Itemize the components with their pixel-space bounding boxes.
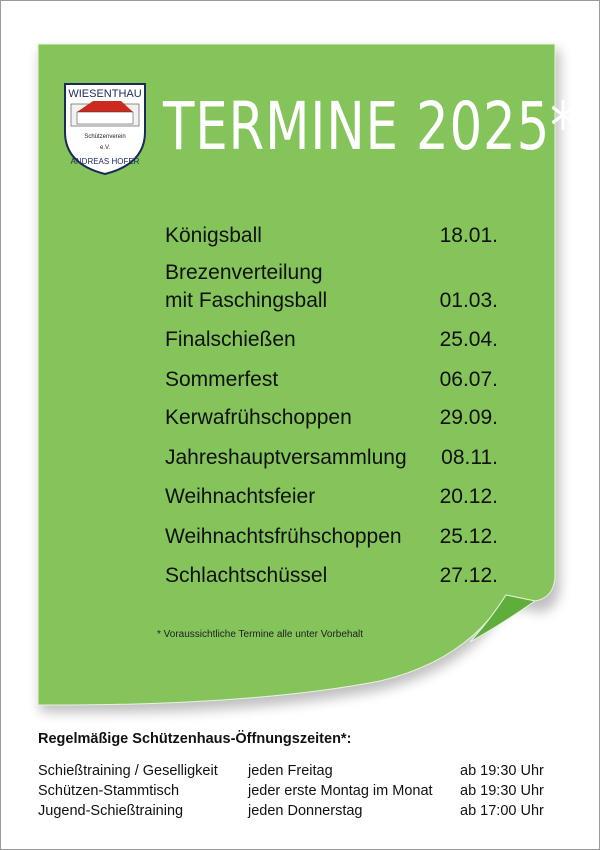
activity: Schießtraining / Geselligkeit bbox=[38, 763, 218, 779]
event-name: Weihnachtsfrühschoppen bbox=[165, 525, 402, 548]
page-title: TERMINE 2025* bbox=[163, 88, 577, 165]
event-row: Weihnachtsfeier 20.12. bbox=[165, 483, 498, 511]
event-date: 08.11. bbox=[441, 446, 498, 469]
schedule: jeden Donnerstag bbox=[248, 803, 363, 819]
event-date: 01.03. bbox=[439, 289, 498, 312]
event-row: Jahreshauptversammlung 08.11. bbox=[165, 444, 498, 472]
event-date: 06.07. bbox=[439, 368, 498, 391]
event-row: Weihnachtsfrühschoppen 25.12. bbox=[165, 523, 498, 551]
svg-text:e.V.: e.V. bbox=[100, 145, 110, 151]
svg-text:ANDREAS HOFER: ANDREAS HOFER bbox=[71, 157, 140, 166]
event-name: Schlachtschüssel bbox=[165, 564, 328, 587]
opening-hours-row: Schießtraining / Geselligkeit jeden Freit… bbox=[38, 763, 558, 783]
event-row: Schlachtschüssel 27.12. bbox=[165, 562, 498, 590]
time: ab 19:30 Uhr bbox=[460, 763, 544, 779]
event-row: Kerwafrühschoppen 29.09. bbox=[165, 404, 498, 432]
event-name: Kerwafrühschoppen bbox=[165, 406, 352, 429]
event-date: 27.12. bbox=[439, 564, 498, 587]
opening-hours-heading: Regelmäßige Schützenhaus-Öffnungszeiten*… bbox=[38, 731, 352, 747]
svg-text:Schützenverein: Schützenverein bbox=[84, 134, 125, 140]
event-date: 25.04. bbox=[439, 328, 498, 351]
event-row: Königsball 18.01. bbox=[165, 222, 498, 250]
event-date: 20.12. bbox=[439, 485, 498, 508]
paper-curl bbox=[469, 594, 537, 643]
event-name: Jahreshauptversammlung bbox=[165, 446, 407, 469]
event-date: 25.12. bbox=[439, 525, 498, 548]
club-logo: WIESENTHAU Schützenverein e.V. ANDREAS H… bbox=[64, 83, 146, 176]
event-row: Sommerfest 06.07. bbox=[165, 366, 498, 394]
event-row: Finalschießen 25.04. bbox=[165, 326, 498, 354]
time: ab 19:30 Uhr bbox=[460, 783, 544, 799]
footnote: * Voraussichtliche Termine alle unter Vo… bbox=[157, 629, 364, 640]
activity: Jugend-Schießtraining bbox=[38, 803, 184, 819]
event-name: Finalschießen bbox=[165, 328, 296, 351]
time: ab 17:00 Uhr bbox=[460, 803, 544, 819]
event-name: Weihnachtsfeier bbox=[165, 485, 316, 508]
event-date: 29.09. bbox=[439, 406, 498, 429]
schedule: jeder erste Montag im Monat bbox=[248, 783, 433, 799]
event-name: mit Faschingsball bbox=[165, 289, 328, 312]
event-name: Brezenverteilung bbox=[165, 261, 323, 284]
event-date: 18.01. bbox=[439, 224, 498, 247]
opening-hours-row: Jugend-Schießtraining jeden Donnerstag ab … bbox=[38, 803, 558, 823]
event-row: Brezenverteilung mit Faschingsball 01.03. bbox=[165, 259, 498, 315]
event-name: Königsball bbox=[165, 224, 262, 247]
opening-hours-row: Schützen-Stammtisch jeder erste Montag im… bbox=[38, 783, 558, 803]
event-name: Sommerfest bbox=[165, 368, 279, 391]
schedule: jeden Freitag bbox=[248, 763, 333, 779]
activity: Schützen-Stammtisch bbox=[38, 783, 180, 799]
svg-text:WIESENTHAU: WIESENTHAU bbox=[68, 88, 141, 100]
